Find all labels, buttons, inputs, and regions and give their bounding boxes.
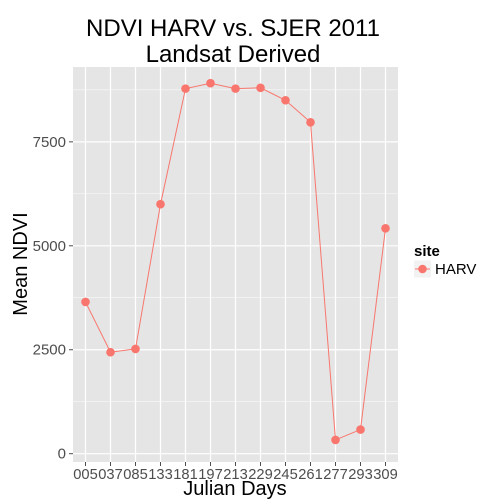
legend-title: site xyxy=(414,243,440,260)
grid-layer xyxy=(73,67,398,462)
x-tick-label: 277 xyxy=(323,466,348,483)
legend-key-point xyxy=(418,264,427,274)
chart-subtitle: Landsat Derived xyxy=(146,41,321,68)
x-tick-label: 037 xyxy=(98,466,123,483)
x-tick-label: 245 xyxy=(273,466,298,483)
legend-entries: HARV xyxy=(414,260,476,278)
y-axis-title: Mean NDVI xyxy=(10,212,32,315)
x-tick-label: 261 xyxy=(298,466,323,483)
data-point xyxy=(306,118,315,127)
data-point xyxy=(206,78,215,88)
y-tick-label: 7500 xyxy=(33,134,66,151)
data-point xyxy=(331,435,340,445)
axis-layer: 0 2500 5000 7500 005 037 085 133 181 197 213 229 245… xyxy=(33,134,398,483)
x-tick-label: 005 xyxy=(73,466,98,483)
x-tick-label: 309 xyxy=(373,466,398,483)
data-point xyxy=(231,84,240,93)
x-tick-label: 197 xyxy=(198,466,223,483)
data-point xyxy=(106,347,115,357)
data-point xyxy=(256,83,265,93)
x-tick-label: 213 xyxy=(223,466,248,483)
series-layer xyxy=(81,78,390,445)
chart-title: NDVI HARV vs. SJER 2011 xyxy=(86,15,380,42)
x-axis-title: Julian Days xyxy=(183,478,286,500)
data-point xyxy=(81,297,90,307)
x-tick-label: 133 xyxy=(148,466,173,483)
data-point xyxy=(356,425,365,434)
y-tick-label: 5000 xyxy=(33,238,66,255)
data-point xyxy=(281,95,290,105)
data-point xyxy=(381,224,390,233)
data-point xyxy=(181,84,190,93)
x-tick-label: 293 xyxy=(348,466,373,483)
y-tick-label: 2500 xyxy=(33,342,66,359)
x-tick-label: 181 xyxy=(173,466,198,483)
x-tick-label: 085 xyxy=(123,466,148,483)
legend-label: HARV xyxy=(435,261,476,278)
y-tick-label: 0 xyxy=(58,446,66,463)
x-tick-label: 229 xyxy=(248,466,273,483)
data-point xyxy=(131,344,140,354)
data-point xyxy=(156,199,165,209)
legend: site HARV xyxy=(414,243,476,278)
